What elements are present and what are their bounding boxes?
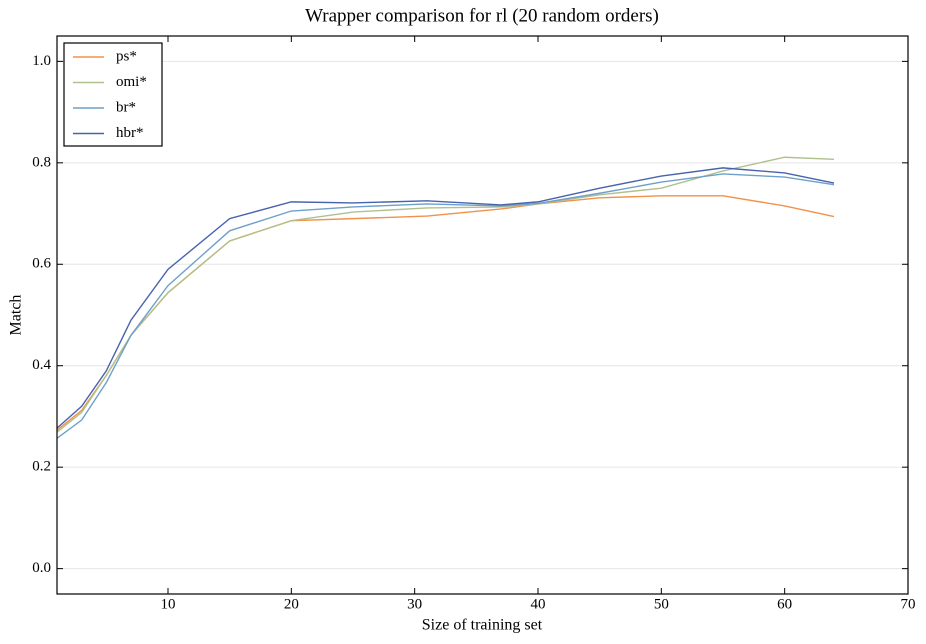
- chart-title: Wrapper comparison for rl (20 random ord…: [305, 5, 659, 26]
- y-tick-label: 1.0: [32, 53, 51, 69]
- legend-label: ps*: [116, 48, 137, 64]
- y-axis-label: Match: [8, 295, 25, 336]
- series-line: [56, 167, 835, 429]
- series-line: [56, 156, 835, 433]
- x-axis-label: Size of training set: [422, 617, 543, 634]
- x-tick-label: 40: [531, 596, 546, 612]
- y-tick-label: 0.8: [32, 154, 51, 170]
- x-tick-label: 50: [654, 596, 669, 612]
- x-tick-label: 70: [901, 596, 916, 612]
- legend-label: hbr*: [116, 125, 144, 141]
- x-tick-label: 20: [284, 596, 299, 612]
- plot-frame: [56, 35, 909, 595]
- x-tick-label: 10: [161, 596, 176, 612]
- y-tick-label: 0.4: [32, 357, 51, 373]
- y-tick-label: 0.6: [32, 256, 51, 272]
- x-tick-label: 60: [777, 596, 792, 612]
- legend-label: omi*: [116, 74, 147, 90]
- y-tick-label: 0.2: [32, 459, 51, 475]
- series-line: [56, 195, 835, 431]
- y-tick-label: 0.0: [32, 560, 51, 576]
- series-line: [56, 173, 835, 439]
- legend-box: [63, 42, 163, 147]
- legend-label: br*: [116, 99, 136, 115]
- x-tick-label: 30: [407, 596, 422, 612]
